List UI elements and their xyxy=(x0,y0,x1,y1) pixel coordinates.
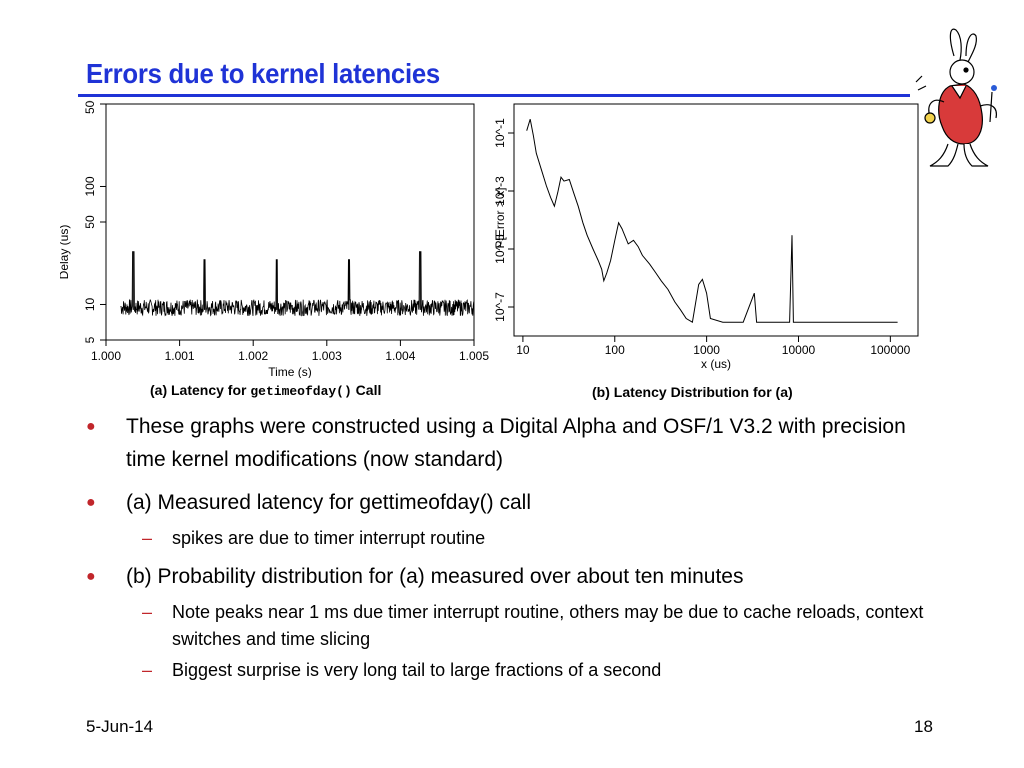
y-tick-label: 10^-7 xyxy=(493,292,507,322)
dash-icon: – xyxy=(142,660,153,680)
x-tick-label: 1.003 xyxy=(312,349,342,363)
latency-time-series-chart: 1.000 1.001 1.002 1.003 1.004 1.005 5 10 50 100 50… xyxy=(60,100,500,378)
sub-bullet-text: Note peaks near 1 ms due timer interrupt… xyxy=(172,602,924,649)
dash-icon: – xyxy=(142,602,153,622)
bullet-dot-icon: ● xyxy=(86,494,96,511)
footer-date: 5-Jun-14 xyxy=(86,717,154,736)
y-tick-label: 10^-1 xyxy=(493,118,507,148)
white-rabbit-logo xyxy=(915,28,997,167)
title-underline xyxy=(78,94,910,97)
latency-distribution-chart: 10 100 1000 10000 100000 10^-1 10^-3 10^-5 10^-7… xyxy=(492,100,924,378)
latency-series-line xyxy=(120,251,475,317)
sub-bullet-item: – Biggest surprise is very long tail to … xyxy=(86,657,936,684)
x-tick-label: 10 xyxy=(516,343,530,357)
x-tick-label: 1.002 xyxy=(238,349,268,363)
x-tick-label: 1.000 xyxy=(91,349,121,363)
bullet-dot-icon: ● xyxy=(86,568,96,585)
bullet-text: (b) Probability distribution for (a) mea… xyxy=(126,565,744,588)
y-tick-label: 10 xyxy=(83,297,97,311)
x-tick-label: 1000 xyxy=(693,343,720,357)
sub-bullet-item: – Note peaks near 1 ms due timer interru… xyxy=(86,599,936,653)
bullet-item: ● (a) Measured latency for gettimeofday(… xyxy=(86,486,936,519)
y-axis-title: Delay (us) xyxy=(60,225,71,280)
bullet-list: ● These graphs were constructed using a … xyxy=(86,410,936,692)
y-tick-label: 5 xyxy=(83,336,97,343)
x-tick-label: 1.001 xyxy=(165,349,195,363)
y-tick-label: 50 xyxy=(83,215,97,229)
bullet-text: (a) Measured latency for gettimeofday() … xyxy=(126,491,531,514)
bullet-text: These graphs were constructed using a Di… xyxy=(126,415,906,471)
sub-bullet-item: – spikes are due to timer interrupt rout… xyxy=(86,525,936,552)
x-tick-label: 1.004 xyxy=(385,349,415,363)
chart-b-svg: 10 100 1000 10000 100000 10^-1 10^-3 10^-5 10^-7… xyxy=(493,103,919,371)
x-tick-label: 100000 xyxy=(870,343,910,357)
sub-bullet-text: spikes are due to timer interrupt routin… xyxy=(172,528,486,548)
bullet-item: ● (b) Probability distribution for (a) m… xyxy=(86,560,936,593)
caption-a-suffix: Call xyxy=(351,382,382,398)
page-number: 18 xyxy=(914,717,933,736)
bullet-dot-icon: ● xyxy=(86,418,96,435)
x-axis-title: Time (s) xyxy=(268,365,312,378)
dash-icon: – xyxy=(142,528,153,548)
x-tick-label: 100 xyxy=(605,343,625,357)
caption-chart-a: (a) Latency for getimeofday() Call xyxy=(150,382,381,399)
caption-chart-b: (b) Latency Distribution for (a) xyxy=(592,384,793,400)
plot-frame xyxy=(513,103,919,337)
x-axis-title: x (us) xyxy=(701,357,731,371)
x-tick-label: 10000 xyxy=(782,343,816,357)
y-tick-label: 10^-3 xyxy=(493,176,507,206)
y-tick-label: 100 xyxy=(83,176,97,196)
caption-a-code: getimeofday() xyxy=(250,384,352,399)
bullet-item: ● These graphs were constructed using a … xyxy=(86,410,936,476)
chart-a-svg: 1.000 1.001 1.002 1.003 1.004 1.005 5 10 50 100 50… xyxy=(60,100,489,378)
y-axis-title: P[Error > x] xyxy=(493,187,507,248)
sub-bullet-text: Biggest surprise is very long tail to la… xyxy=(172,660,662,680)
slide-title: Errors due to kernel latencies xyxy=(86,58,440,89)
x-tick-label: 1.005 xyxy=(459,349,489,363)
caption-a-prefix: (a) Latency for xyxy=(150,382,251,398)
y-tick-label: 10^-5 xyxy=(493,234,507,264)
distribution-series-line xyxy=(526,119,898,324)
y-tick-label: 500 xyxy=(83,100,97,114)
